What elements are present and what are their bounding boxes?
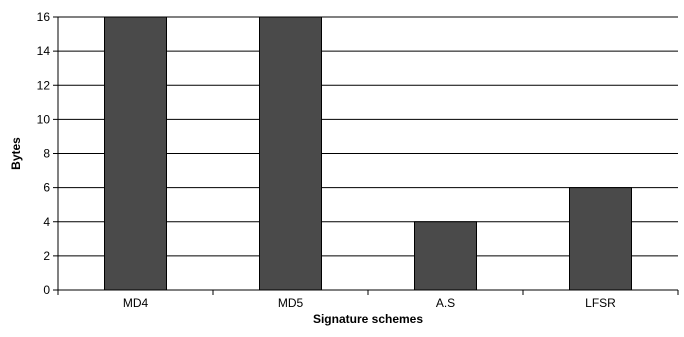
bar-md5 [259,16,322,291]
x-tick-labels: MD4 MD5 A.S LFSR [123,296,616,310]
y-tick-label: 6 [43,181,50,195]
y-tick-label: 14 [37,44,51,58]
x-tick-label: A.S [436,296,455,310]
y-axis-title: Bytes [9,137,23,170]
y-tick-label: 4 [43,215,50,229]
x-tick-label: LFSR [585,296,616,310]
y-tick-labels: 0 2 4 6 8 10 12 14 16 [37,10,51,297]
y-tick-label: 2 [43,249,50,263]
y-tick-label: 0 [43,283,50,297]
axes [53,16,679,295]
x-axis-title: Signature schemes [313,312,423,326]
y-tick-label: 8 [43,147,50,161]
bar-lfsr [569,187,632,291]
bar-series [104,16,632,291]
y-tick-label: 10 [37,112,51,126]
x-tick-label: MD4 [123,296,149,310]
x-tick-label: MD5 [278,296,304,310]
bar-md4 [104,16,167,291]
bar-a-s [414,221,477,291]
y-tick-label: 16 [37,10,51,24]
y-tick-label: 12 [37,78,51,92]
